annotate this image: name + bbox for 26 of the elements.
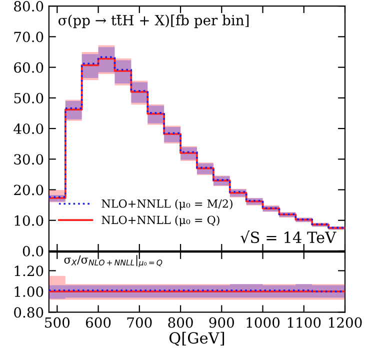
y-tick-label: 80.0 xyxy=(14,1,44,12)
legend-label: NLO+NNLL (μ₀ = Q) xyxy=(102,216,220,226)
x-tick-label: 1000 xyxy=(246,317,280,328)
y-tick-label: 10.0 xyxy=(14,215,44,226)
x-tick-label: 700 xyxy=(127,317,152,328)
x-tick-label: 1200 xyxy=(329,317,362,328)
x-tick-label: 600 xyxy=(86,317,111,328)
y-tick-label: 60.0 xyxy=(14,62,44,73)
x-tick-label: 800 xyxy=(168,317,193,328)
annotation: σ$_{X}$/σ$_{NLO+NNLL}$|$_{μ₀=Q}$ xyxy=(64,255,162,267)
y-tick-label: 70.0 xyxy=(14,32,44,42)
x-axis-title: Q[GeV] xyxy=(169,332,224,346)
x-tick-label: 1100 xyxy=(288,317,321,328)
annotation: σ(pp → tt̄H + X)[fb per bin] xyxy=(58,14,249,28)
y-tick-label: 0.80 xyxy=(14,307,44,318)
y-tick-label: 20.0 xyxy=(14,184,44,196)
y-tick-label: 0.0 xyxy=(22,246,44,256)
y-tick-label: 30.0 xyxy=(14,154,44,165)
legend-label: NLO+NNLL (μ₀ = M/2) xyxy=(102,199,232,210)
y-tick-label: 1.00 xyxy=(14,286,44,297)
x-tick-label: 500 xyxy=(45,317,70,328)
x-tick-label: 900 xyxy=(209,317,234,328)
y-tick-label: 40.0 xyxy=(14,123,44,134)
y-tick-label: 1.20 xyxy=(14,266,44,276)
annotation: √S = 14 TeV xyxy=(240,230,336,244)
y-tick-label: 50.0 xyxy=(14,92,44,104)
